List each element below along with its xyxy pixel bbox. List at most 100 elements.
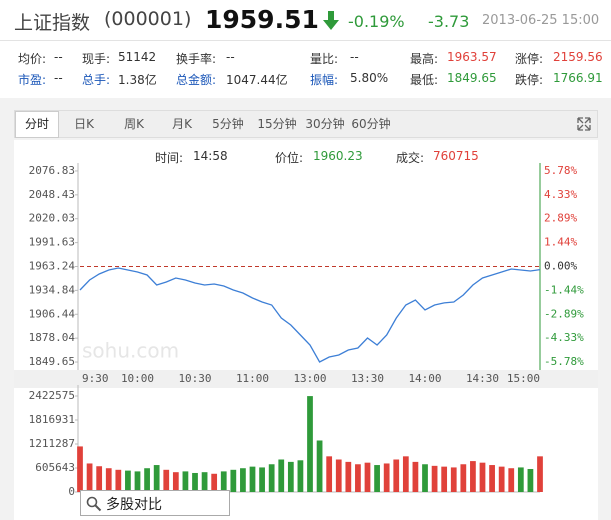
- y-tick-label: 1963.24: [29, 259, 76, 272]
- y-tick-label: 0: [68, 485, 75, 498]
- volume-bar: [441, 466, 448, 492]
- quote-time: 2013-06-25 15:00: [482, 13, 600, 28]
- change-pct: -0.19%: [348, 12, 405, 31]
- y2-tick-label: -5.78%: [544, 355, 584, 368]
- volume-bar: [125, 470, 131, 492]
- x-tick-label: 13:30: [351, 372, 384, 385]
- stat-value: 1.38亿: [118, 73, 157, 87]
- y-tick-label: 1211287: [29, 437, 75, 450]
- stat-label: 跌停:: [515, 73, 544, 87]
- volume-bar: [249, 466, 256, 492]
- cursor-price: 1960.23: [313, 149, 363, 163]
- volume-bar: [374, 465, 380, 492]
- search-box[interactable]: [80, 490, 230, 516]
- volume-bar: [297, 460, 304, 492]
- stat-label[interactable]: 总手:: [82, 73, 111, 87]
- tab[interactable]: 5分钟: [212, 117, 244, 131]
- volume-bar: [287, 461, 294, 492]
- expand-icon[interactable]: [576, 116, 592, 132]
- y2-tick-label: 4.33%: [544, 188, 577, 201]
- stat-value: 2159.56: [553, 50, 603, 64]
- stat-label: 换手率:: [176, 52, 217, 66]
- y2-tick-label: 0.00%: [544, 260, 577, 273]
- volume-bar: [479, 462, 486, 492]
- tab[interactable]: 日K: [74, 117, 94, 131]
- volume-bar: [163, 469, 170, 492]
- stat-label[interactable]: 总金额:: [176, 73, 217, 87]
- volume-bar: [211, 473, 218, 492]
- y-tick-label: 2020.03: [29, 212, 75, 225]
- x-tick-label: 11:00: [236, 372, 269, 385]
- volume-bar: [537, 456, 543, 492]
- x-tick-label: 15:00: [507, 372, 540, 385]
- y-tick-label: 1849.65: [29, 355, 75, 368]
- x-tick-label: 9:30: [82, 372, 109, 385]
- volume-bar: [355, 464, 361, 492]
- stat-value: --: [54, 71, 63, 85]
- x-tick-label: 10:00: [121, 372, 154, 385]
- stat-value: 1849.65: [447, 71, 497, 85]
- y2-tick-label: 5.78%: [544, 164, 577, 177]
- volume-bar: [316, 440, 323, 492]
- tab[interactable]: 周K: [124, 117, 144, 131]
- down-arrow: [323, 11, 339, 30]
- volume-bar: [364, 462, 371, 492]
- volume-bar: [96, 466, 103, 492]
- tab[interactable]: 60分钟: [351, 117, 391, 131]
- volume-bar: [105, 468, 112, 492]
- y-tick-label: 1906.44: [29, 307, 76, 320]
- volume-bar: [517, 467, 524, 492]
- stat-value: 5.80%: [350, 71, 389, 85]
- stat-label[interactable]: 市盈:: [18, 73, 47, 87]
- tab[interactable]: 分时: [15, 111, 59, 138]
- cursor-label: 时间:: [155, 151, 184, 165]
- tab[interactable]: 月K: [172, 117, 192, 131]
- stat-label: 现手:: [82, 52, 111, 66]
- stat-label: 最低:: [410, 73, 439, 87]
- volume-bar: [489, 465, 495, 492]
- volume-bar: [412, 461, 419, 492]
- volume-bar: [470, 461, 476, 492]
- volume-bar: [393, 459, 400, 492]
- cursor-label: 价位:: [275, 151, 304, 165]
- y-tick-label: 2048.43: [29, 188, 75, 201]
- volume-bar: [527, 469, 534, 492]
- search-icon: [86, 496, 102, 512]
- tab[interactable]: 15分钟: [257, 117, 297, 131]
- volume-bar: [230, 469, 237, 492]
- y-tick-label: 2076.83: [29, 164, 75, 177]
- volume-bar: [422, 464, 428, 492]
- stat-value: 1963.57: [447, 50, 497, 64]
- index-name: 上证指数: [14, 12, 91, 34]
- y-tick-label: 1991.63: [29, 236, 75, 249]
- search-text[interactable]: 多股对比: [106, 497, 162, 513]
- volume-bar: [144, 468, 150, 492]
- stat-label[interactable]: 振幅:: [310, 73, 339, 87]
- price-line: [79, 267, 541, 363]
- volume-bar: [450, 467, 457, 492]
- volume-bar: [498, 466, 505, 492]
- y-tick-label: 1816931: [29, 413, 75, 426]
- stat-value: --: [54, 50, 63, 64]
- volume-bar: [307, 396, 313, 492]
- volume-bar: [134, 471, 141, 492]
- tab[interactable]: 30分钟: [305, 117, 345, 131]
- volume-bar: [77, 446, 83, 492]
- volume-bar: [335, 459, 342, 492]
- y-tick-label: 1878.04: [29, 331, 76, 344]
- tab-bar: [14, 110, 598, 138]
- volume-bar: [508, 468, 515, 492]
- y2-tick-label: 2.89%: [544, 212, 577, 225]
- cursor-label: 成交:: [396, 151, 425, 165]
- volume-bar: [278, 459, 285, 492]
- change: -3.73: [428, 12, 470, 31]
- volume-bar: [326, 456, 333, 492]
- volume-bar: [402, 456, 409, 492]
- volume-bar: [115, 469, 122, 492]
- cursor-volume: 760715: [433, 149, 479, 163]
- volume-bar: [182, 471, 189, 492]
- divider: [0, 40, 611, 41]
- y2-tick-label: 1.44%: [544, 236, 577, 249]
